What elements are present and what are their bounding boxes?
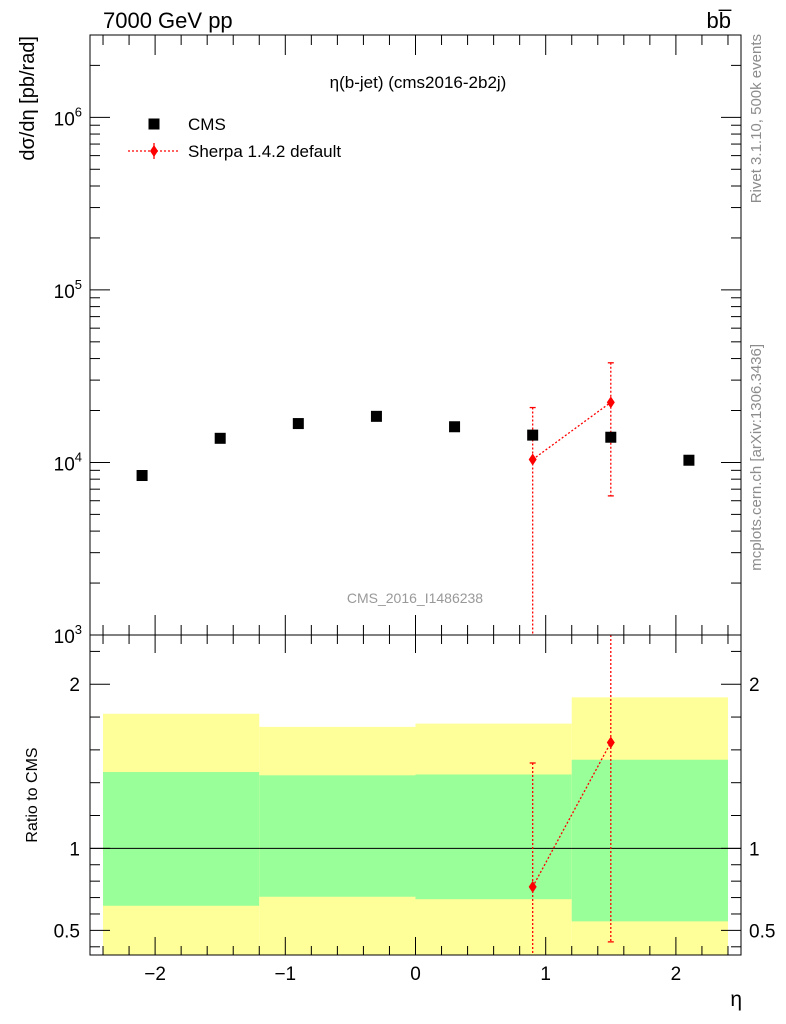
legend-mc-label: Sherpa 1.4.2 default [188, 142, 341, 161]
main-y-axis-label: dσ/dη [pb/rad] [17, 36, 39, 161]
cms-data-point [527, 429, 539, 441]
cms-data-point [605, 431, 617, 443]
ratio-inner-band [571, 759, 728, 922]
main-y-tick-label: 103 [54, 622, 82, 648]
main-y-tick-label: 105 [54, 277, 82, 303]
ratio-mc-point [528, 880, 537, 893]
cms-data-point [292, 418, 304, 430]
main-y-tick-label: 106 [54, 104, 82, 130]
cms-data-point [136, 470, 148, 482]
ratio-y-tick-label-right: 1 [749, 839, 760, 860]
legend: CMS Sherpa 1.4.2 default [128, 115, 341, 161]
main-y-tick-exponent: 3 [75, 622, 82, 637]
ratio-x-tick-label: −1 [274, 964, 296, 985]
ratio-inner-band [103, 772, 260, 906]
energy-label: 7000 GeV pp [103, 8, 233, 33]
rivet-label: Rivet 3.1.10, 500k events [748, 34, 765, 203]
cms-data-point [214, 432, 226, 444]
ratio-x-tick-label: −2 [144, 964, 166, 985]
legend-cms-label: CMS [188, 115, 226, 134]
ratio-mc-point [606, 736, 615, 749]
ratio-y-tick-label: 0.5 [54, 921, 80, 942]
ratio-inner-band [415, 774, 572, 900]
main-y-tick-base: 10 [54, 282, 75, 303]
x-axis-label: η [730, 988, 742, 1011]
ratio-y-tick-label: 2 [69, 675, 80, 696]
cms-data-point [683, 454, 695, 466]
ratio-y-tick-label: 1 [69, 839, 80, 860]
ratio-y-tick-label-right: 2 [749, 675, 760, 696]
main-y-tick-base: 10 [54, 454, 75, 475]
main-y-tick-exponent: 4 [75, 449, 82, 464]
ratio-panel: 0.5 0.5 1 1 2 2 −2 −1 0 1 2 [54, 634, 775, 985]
process-label: bb̅ [707, 8, 732, 33]
mc-point [606, 396, 615, 409]
ratio-y-tick-label-right: 0.5 [749, 921, 775, 942]
ratio-x-tick-label: 1 [540, 964, 551, 985]
ratio-inner-band [259, 775, 416, 897]
watermark: CMS_2016_I1486238 [347, 590, 483, 606]
mcplots-label: mcplots.cern.ch [arXiv:1306.3436] [748, 344, 765, 571]
ratio-x-tick-label: 2 [671, 964, 682, 985]
main-y-tick-exponent: 5 [75, 277, 82, 292]
mc-point [528, 453, 537, 466]
main-y-tick-exponent: 6 [75, 104, 82, 119]
ratio-mc-line [532, 742, 612, 888]
ratio-y-axis-label: Ratio to CMS [24, 747, 41, 842]
mc-series-line [532, 401, 612, 461]
legend-mc-marker [150, 145, 158, 157]
cms-data-point [449, 421, 461, 433]
main-y-tick-label: 104 [54, 449, 82, 475]
main-y-tick-base: 10 [54, 627, 75, 648]
legend-cms-marker [148, 118, 160, 130]
ratio-x-tick-label: 0 [410, 964, 421, 985]
cms-data-point [370, 410, 382, 422]
main-title: η(b-jet) (cms2016-2b2j) [330, 73, 507, 92]
main-y-tick-base: 10 [54, 109, 75, 130]
